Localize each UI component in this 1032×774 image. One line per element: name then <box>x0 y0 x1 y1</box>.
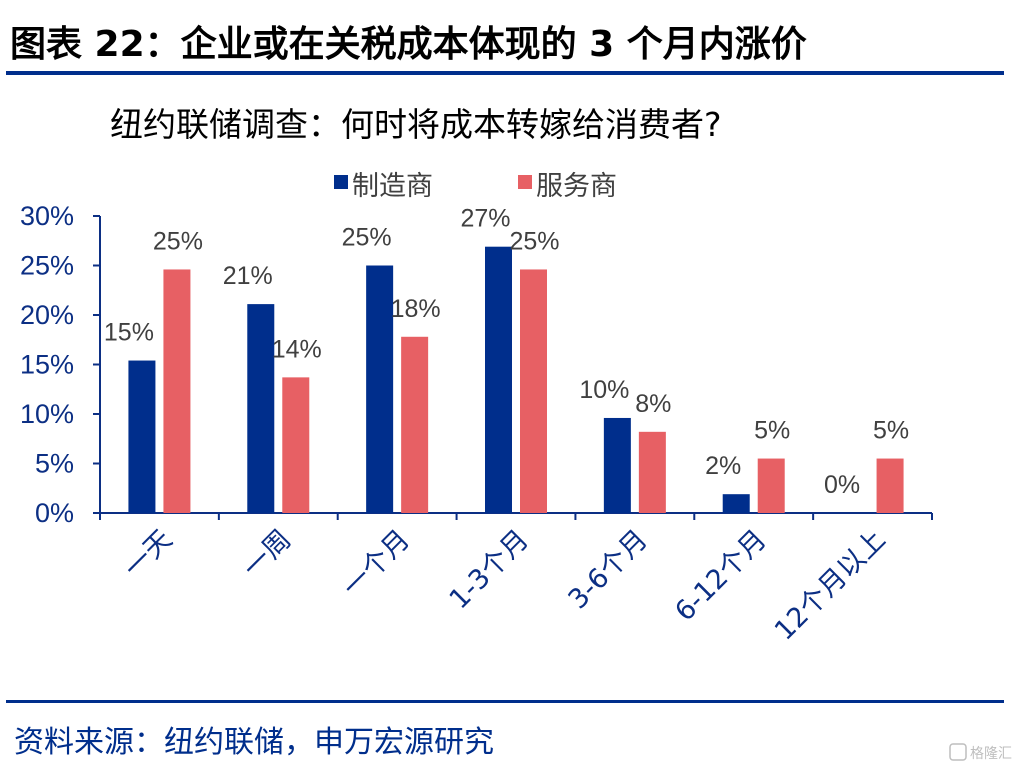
bar-manufacturer-3 <box>366 265 394 513</box>
data-label-service-2: 14% <box>272 335 322 363</box>
watermark-logo-icon <box>949 743 967 761</box>
bar-service-7 <box>876 458 904 513</box>
category-label-1: 一天 <box>118 524 178 584</box>
figure-title: 图表 22：企业或在关税成本体现的 3 个月内涨价 <box>10 23 807 65</box>
category-label-3: 一个月 <box>337 524 416 603</box>
data-label-service-5: 8% <box>635 390 671 418</box>
category-label-5: 3-6个月 <box>563 524 654 615</box>
data-label-manufacturer-3: 25% <box>342 224 392 252</box>
bar-service-2 <box>282 377 310 513</box>
data-label-manufacturer-1: 15% <box>104 319 154 347</box>
watermark-text: 格隆汇 <box>970 746 1012 762</box>
data-label-manufacturer-7: 0% <box>824 471 860 499</box>
source-note: 资料来源：纽约联储，申万宏源研究 <box>14 725 494 760</box>
bar-manufacturer-5 <box>603 417 631 513</box>
x-axis <box>99 512 933 520</box>
y-tick-label: 15% <box>20 350 74 380</box>
legend-label-manufacturer: 制造商 <box>352 171 433 202</box>
legend-label-service: 服务商 <box>536 171 617 202</box>
bar-service-1 <box>163 269 191 513</box>
bar-manufacturer-1 <box>128 360 156 513</box>
y-tick-label: 10% <box>20 399 74 429</box>
y-tick-label: 0% <box>35 498 74 528</box>
y-axis: 0% 5% 10% 15% 20% 25% 30% <box>20 201 101 528</box>
category-label-2: 一周 <box>237 524 297 584</box>
chart-title: 纽约联储调查：何时将成本转嫁给消费者? <box>110 105 722 144</box>
bar-manufacturer-6 <box>722 494 750 513</box>
title-underline <box>6 71 1004 75</box>
watermark: 格隆汇 <box>949 743 1012 762</box>
legend-swatch-service <box>518 175 532 189</box>
bar-service-4 <box>520 269 547 513</box>
data-label-service-6: 5% <box>754 417 790 445</box>
category-label-6: 6-12个月 <box>669 524 772 627</box>
data-label-manufacturer-2: 21% <box>223 262 273 290</box>
footer-divider <box>6 700 1004 703</box>
data-label-service-3: 18% <box>391 295 441 323</box>
data-label-manufacturer-6: 2% <box>705 452 741 480</box>
bar-service-3 <box>401 336 429 513</box>
y-tick-label: 25% <box>20 251 74 281</box>
data-label-service-7: 5% <box>873 417 909 445</box>
legend: 制造商 服务商 <box>334 171 617 202</box>
data-label-manufacturer-5: 10% <box>579 376 629 404</box>
y-tick-label: 30% <box>20 201 74 231</box>
category-label-7: 12个月以上 <box>769 524 892 647</box>
bar-manufacturer-4 <box>485 246 512 513</box>
bar-service-5 <box>638 431 666 513</box>
category-label-4: 1-3个月 <box>444 524 535 615</box>
y-tick-label: 20% <box>20 300 74 330</box>
bar-service-6 <box>757 458 785 513</box>
data-label-service-1: 25% <box>153 227 203 255</box>
y-tick-label: 5% <box>35 449 74 479</box>
data-labels: 15%25%21%14%25%18%27%25%10% 8%2%5%0%5% <box>104 205 909 499</box>
legend-swatch-manufacturer <box>334 175 348 189</box>
bars <box>128 246 904 513</box>
data-label-manufacturer-4: 27% <box>460 205 510 233</box>
data-label-service-4: 25% <box>509 227 559 255</box>
bar-manufacturer-2 <box>247 304 275 513</box>
